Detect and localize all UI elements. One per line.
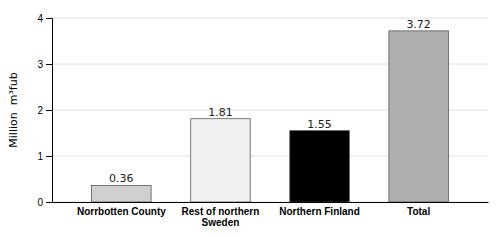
data-label: 0.36 bbox=[109, 172, 134, 185]
y-axis-line bbox=[46, 19, 53, 203]
y-tick: 1 bbox=[37, 151, 52, 162]
bar bbox=[290, 131, 349, 202]
y-axis: 0 1 2 3 4 bbox=[37, 13, 52, 208]
data-label: 1.81 bbox=[208, 106, 233, 119]
y-tick-mark bbox=[46, 110, 52, 111]
y-tick-mark bbox=[46, 64, 52, 65]
y-tick-label: 0 bbox=[37, 197, 43, 208]
y-tick-label: 1 bbox=[37, 151, 43, 162]
x-tick: Rest of northernSweden bbox=[182, 202, 260, 228]
x-tick-label: Total bbox=[407, 206, 430, 217]
y-tick: 4 bbox=[37, 13, 52, 24]
y-tick-label: 3 bbox=[37, 59, 43, 70]
y-tick-mark bbox=[46, 156, 52, 157]
bar bbox=[191, 119, 250, 202]
y-tick-mark bbox=[46, 18, 52, 19]
bars bbox=[92, 31, 449, 202]
data-label: 3.72 bbox=[406, 18, 431, 31]
bar bbox=[389, 31, 448, 202]
y-tick-label: 2 bbox=[37, 105, 43, 116]
grid bbox=[52, 18, 488, 202]
chart: 0 1 2 3 4 Norrbotten County Rest of northernSw… bbox=[0, 0, 500, 238]
y-tick-label: 4 bbox=[37, 13, 43, 24]
y-tick: 2 bbox=[37, 105, 52, 116]
x-axis: Norrbotten County Rest of northernSweden N… bbox=[53, 202, 489, 228]
x-axis-line bbox=[53, 202, 489, 203]
x-tick: Norrbotten County bbox=[77, 202, 166, 217]
x-tick-label: Norrbotten County bbox=[77, 206, 166, 217]
x-tick: Northern Finland bbox=[279, 202, 360, 217]
data-label: 1.55 bbox=[307, 118, 332, 131]
y-tick: 3 bbox=[37, 59, 52, 70]
x-tick-label: Northern Finland bbox=[279, 206, 360, 217]
bar bbox=[92, 185, 151, 202]
x-tick-label: Rest of northernSweden bbox=[182, 206, 260, 228]
y-tick-mark bbox=[46, 202, 52, 203]
x-tick: Total bbox=[407, 202, 430, 217]
y-tick: 0 bbox=[37, 197, 52, 208]
plot: 0 1 2 3 4 Norrbotten County Rest of northernSw… bbox=[37, 13, 488, 228]
data-labels: 0.36 1.81 1.55 3.72 bbox=[109, 18, 431, 186]
y-axis-title: Million m³fub bbox=[7, 72, 20, 147]
